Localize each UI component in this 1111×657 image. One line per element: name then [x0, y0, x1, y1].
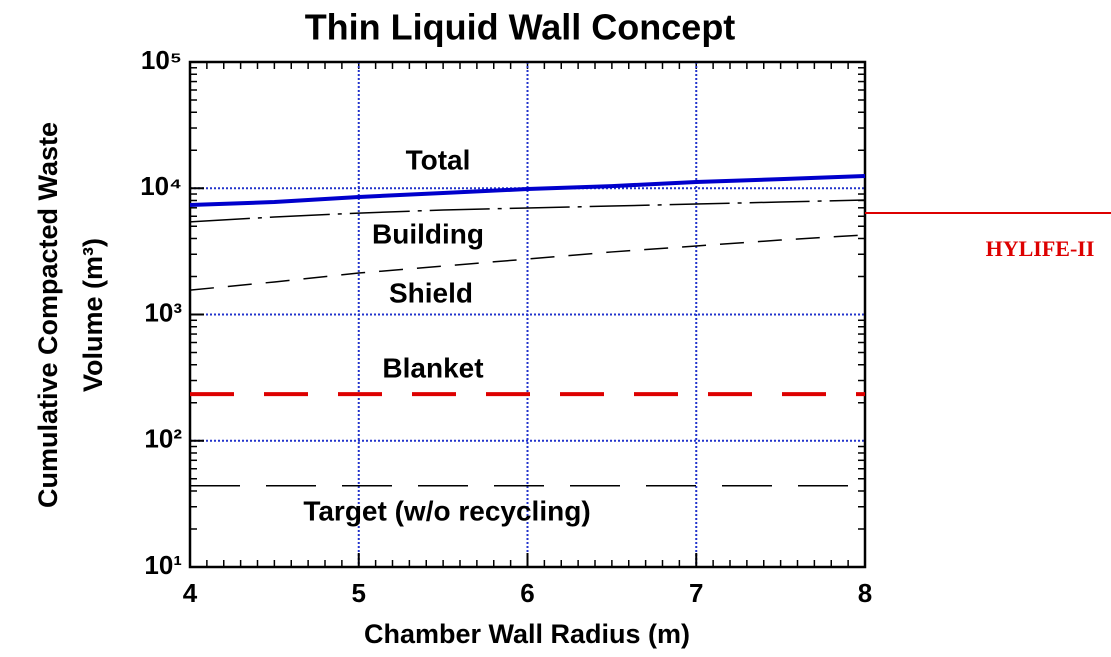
- x-axis-label: Chamber Wall Radius (m): [364, 619, 690, 649]
- reference-label: HYLIFE-II: [986, 236, 1095, 261]
- y-tick-label: 10⁴: [140, 171, 182, 201]
- x-tick-label: 5: [352, 578, 366, 608]
- series-label: Shield: [389, 277, 473, 308]
- series-label: Building: [372, 218, 484, 249]
- y-tick-label: 10⁵: [141, 45, 182, 75]
- y-axis-label: Cumulative Compacted Waste: [33, 122, 63, 508]
- series-label: Blanket: [382, 352, 483, 383]
- x-tick-label: 8: [858, 578, 872, 608]
- x-tick-label: 7: [689, 578, 703, 608]
- x-tick-label: 6: [520, 578, 534, 608]
- plot-frame: [188, 60, 867, 569]
- chart-title: Thin Liquid Wall Concept: [305, 7, 736, 48]
- series-label: Total: [406, 144, 471, 175]
- series-line: [189, 199, 866, 223]
- series-label: Target (w/o recycling): [303, 495, 590, 526]
- x-tick-label: 4: [183, 578, 198, 608]
- y-tick-label: 10¹: [144, 550, 182, 580]
- y-axis-label: Volume (m³): [78, 238, 108, 392]
- y-tick-label: 10²: [144, 424, 182, 454]
- y-tick-label: 10³: [144, 297, 182, 327]
- series-line: [189, 174, 866, 208]
